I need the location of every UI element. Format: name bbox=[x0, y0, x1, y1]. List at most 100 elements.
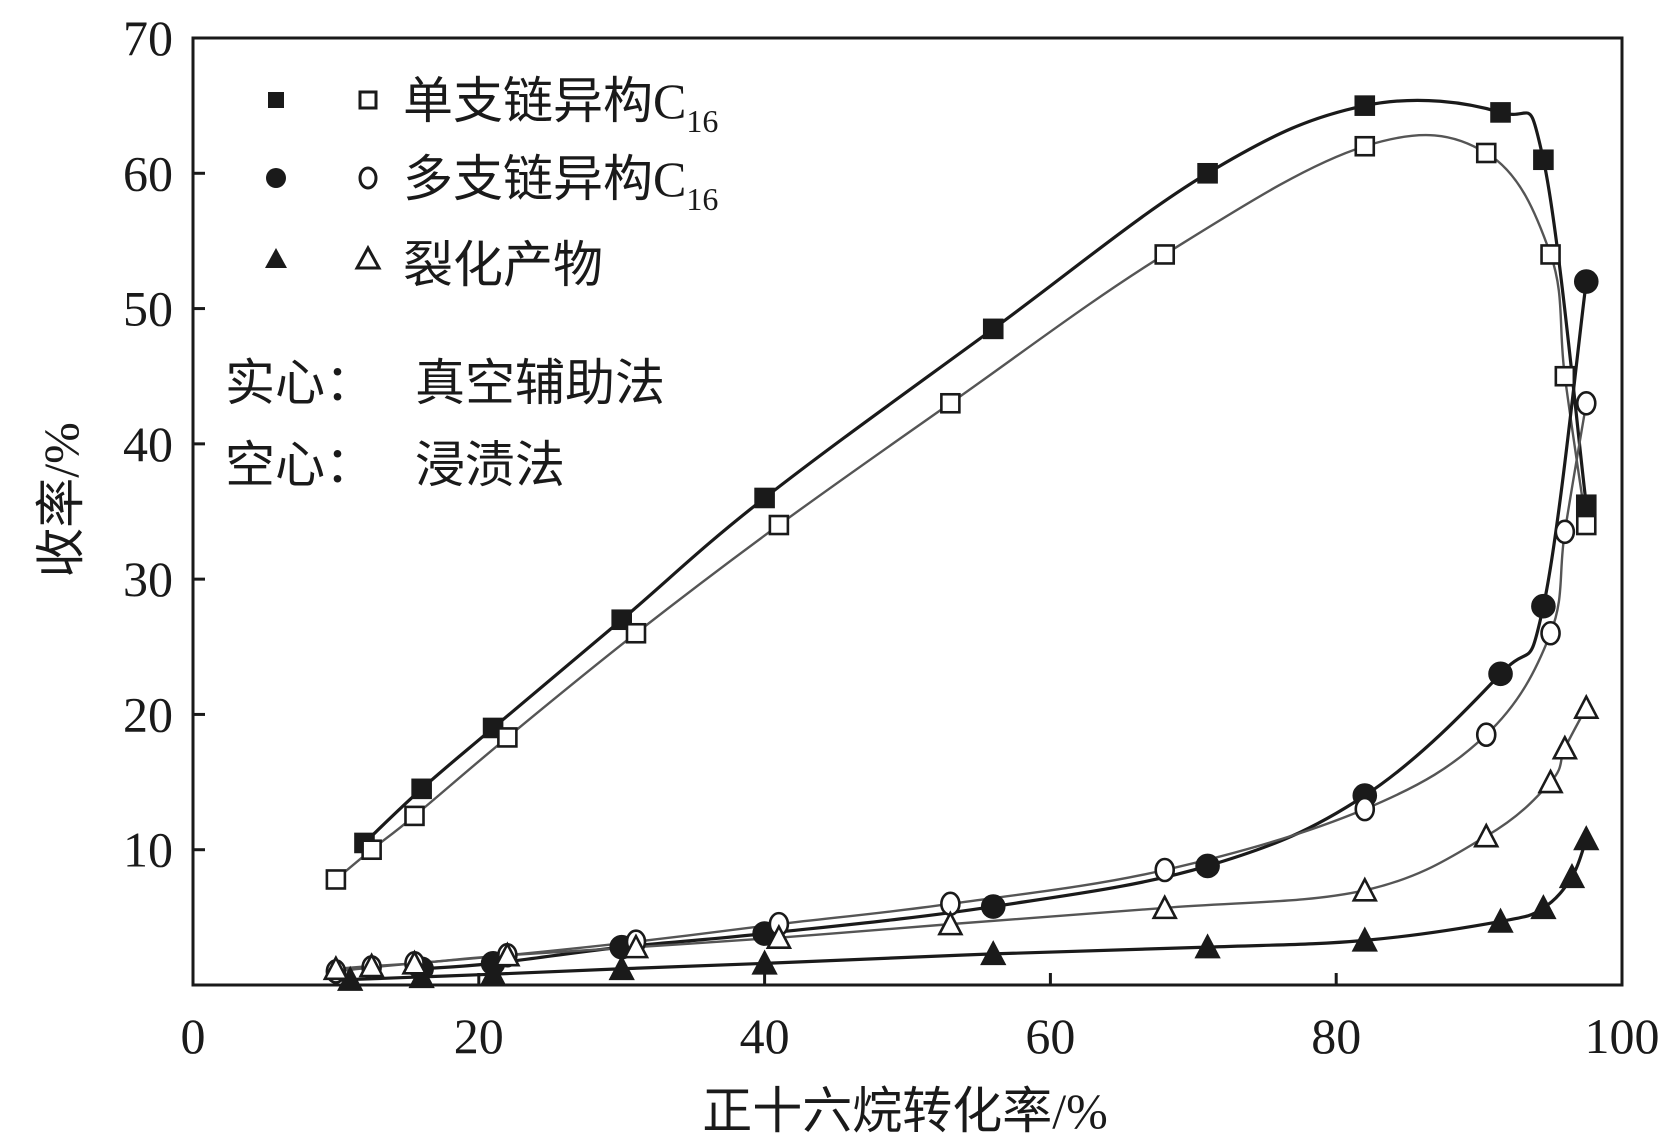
data-point-circle-filled bbox=[1573, 269, 1599, 294]
data-point-triangle-hollow bbox=[1351, 876, 1378, 902]
data-point-square-filled bbox=[1354, 95, 1376, 116]
series-curve-triangle-hollow bbox=[335, 707, 1588, 970]
fit-curves bbox=[335, 98, 1588, 982]
x-tick-label: 60 bbox=[1025, 1008, 1075, 1064]
svg-text:单支链异构C16: 单支链异构C16 bbox=[403, 73, 718, 139]
data-point-triangle-hollow bbox=[494, 941, 521, 967]
data-point-square-hollow bbox=[325, 869, 347, 890]
legend-subscript-multi-branch: 16 bbox=[686, 181, 718, 217]
legend-label-cracking: 裂化产物 bbox=[403, 237, 603, 293]
data-point-square-hollow bbox=[1354, 135, 1376, 157]
method-notes: 实心： 真空辅助法 空心： 浸渍法 bbox=[225, 355, 665, 493]
series-curve-square-filled bbox=[363, 98, 1588, 845]
y-tick-label: 70 bbox=[123, 10, 173, 66]
data-point-square-filled bbox=[411, 778, 432, 800]
data-point-triangle-hollow bbox=[401, 949, 428, 975]
legend: 单支链异构C16 多支链异构C16 裂化产物 bbox=[265, 73, 718, 293]
note-solid-key: 实心： bbox=[225, 355, 375, 411]
data-point-circle-hollow bbox=[1475, 722, 1497, 748]
data-point-triangle-hollow bbox=[322, 954, 350, 981]
data-point-square-filled bbox=[1533, 149, 1554, 171]
data-point-triangle-filled bbox=[980, 940, 1007, 966]
x-axis-label: 正十六烷转化率/% bbox=[702, 1083, 1108, 1139]
note-hollow-key: 空心： bbox=[225, 437, 375, 493]
y-tick-label: 20 bbox=[123, 686, 173, 742]
data-point-circle-filled bbox=[1531, 593, 1556, 619]
x-tick-label: 40 bbox=[740, 1008, 790, 1064]
data-point-triangle-filled bbox=[1487, 907, 1514, 933]
data-point-triangle-filled bbox=[1530, 894, 1557, 920]
x-tick-label: 100 bbox=[1585, 1008, 1660, 1064]
data-point-circle-hollow bbox=[1354, 796, 1376, 822]
x-tick-label: 20 bbox=[454, 1008, 504, 1064]
data-point-triangle-filled bbox=[608, 954, 635, 981]
data-point-triangle-filled bbox=[1351, 926, 1378, 952]
data-point-triangle-hollow bbox=[765, 923, 793, 949]
data-point-triangle-hollow bbox=[1151, 894, 1178, 920]
data-point-triangle-hollow bbox=[622, 933, 650, 959]
data-point-triangle-hollow bbox=[1573, 693, 1600, 719]
legend-square-hollow-marker bbox=[358, 90, 378, 110]
data-point-circle-filled bbox=[1488, 661, 1513, 687]
data-markers bbox=[322, 95, 1600, 991]
y-tick-label: 30 bbox=[123, 551, 173, 607]
legend-triangle-filled-marker bbox=[265, 248, 287, 268]
data-point-triangle-filled bbox=[1573, 825, 1600, 851]
note-hollow-value: 浸渍法 bbox=[415, 437, 565, 493]
y-tick-label: 40 bbox=[123, 416, 173, 472]
data-point-circle-filled bbox=[1195, 853, 1220, 879]
data-point-square-hollow bbox=[625, 622, 647, 644]
data-point-triangle-hollow bbox=[1537, 768, 1564, 794]
x-tick-label: 80 bbox=[1311, 1008, 1361, 1064]
data-point-triangle-hollow bbox=[1473, 822, 1500, 848]
data-point-square-hollow bbox=[1540, 244, 1561, 265]
data-point-square-hollow bbox=[940, 392, 961, 414]
data-point-square-filled bbox=[754, 487, 775, 509]
legend-square-filled-marker bbox=[268, 92, 284, 108]
data-point-square-filled bbox=[1490, 102, 1511, 123]
legend-entry-multi-branch: 多支链异构C16 bbox=[266, 151, 718, 217]
data-point-circle-hollow bbox=[1540, 620, 1561, 646]
data-point-square-hollow bbox=[1554, 365, 1576, 387]
legend-subscript-single-branch: 16 bbox=[686, 103, 718, 139]
x-axis-ticks: 0 20 40 60 80 100 bbox=[181, 973, 1660, 1064]
data-point-square-hollow bbox=[1575, 514, 1597, 536]
legend-triangle-hollow-marker bbox=[354, 244, 382, 270]
y-axis-ticks: 10 20 30 40 50 60 70 bbox=[123, 10, 205, 878]
data-point-square-filled bbox=[1197, 162, 1218, 184]
data-point-square-hollow bbox=[497, 727, 518, 748]
note-solid-value: 真空辅助法 bbox=[415, 355, 665, 411]
data-point-circle-filled bbox=[980, 894, 1006, 919]
data-point-circle-hollow bbox=[1554, 519, 1576, 545]
data-point-square-hollow bbox=[1154, 244, 1176, 265]
x-tick-label: 0 bbox=[181, 1008, 206, 1064]
y-tick-label: 50 bbox=[123, 281, 173, 337]
data-point-square-filled bbox=[982, 318, 1004, 340]
legend-label-multi-branch: 多支链异构C bbox=[403, 151, 686, 207]
legend-entry-single-branch: 单支链异构C16 bbox=[268, 73, 718, 139]
data-point-triangle-filled bbox=[1194, 933, 1221, 959]
data-point-triangle-hollow bbox=[937, 910, 964, 936]
legend-circle-filled-marker bbox=[266, 168, 286, 188]
data-point-square-hollow bbox=[361, 839, 382, 861]
y-axis-label: 收率/% bbox=[33, 422, 89, 578]
data-point-triangle-hollow bbox=[358, 952, 385, 978]
legend-entry-cracking: 裂化产物 bbox=[265, 237, 603, 293]
data-point-circle-hollow bbox=[1575, 390, 1597, 416]
legend-circle-hollow-marker bbox=[358, 166, 378, 190]
data-point-square-hollow bbox=[404, 805, 425, 827]
data-point-circle-hollow bbox=[1154, 857, 1176, 883]
y-tick-label: 60 bbox=[123, 145, 173, 201]
y-tick-label: 10 bbox=[123, 822, 173, 878]
data-point-triangle-filled bbox=[408, 963, 435, 989]
svg-text:多支链异构C16: 多支链异构C16 bbox=[403, 151, 718, 217]
legend-label-single-branch: 单支链异构C bbox=[403, 73, 686, 129]
data-point-square-hollow bbox=[768, 514, 790, 536]
plot-frame bbox=[191, 36, 1624, 987]
data-point-triangle-filled bbox=[1558, 862, 1586, 889]
series-curve-triangle-filled bbox=[350, 838, 1588, 982]
data-point-square-filled bbox=[1575, 494, 1597, 516]
data-point-triangle-hollow bbox=[1551, 734, 1578, 760]
data-point-square-hollow bbox=[1475, 142, 1497, 164]
